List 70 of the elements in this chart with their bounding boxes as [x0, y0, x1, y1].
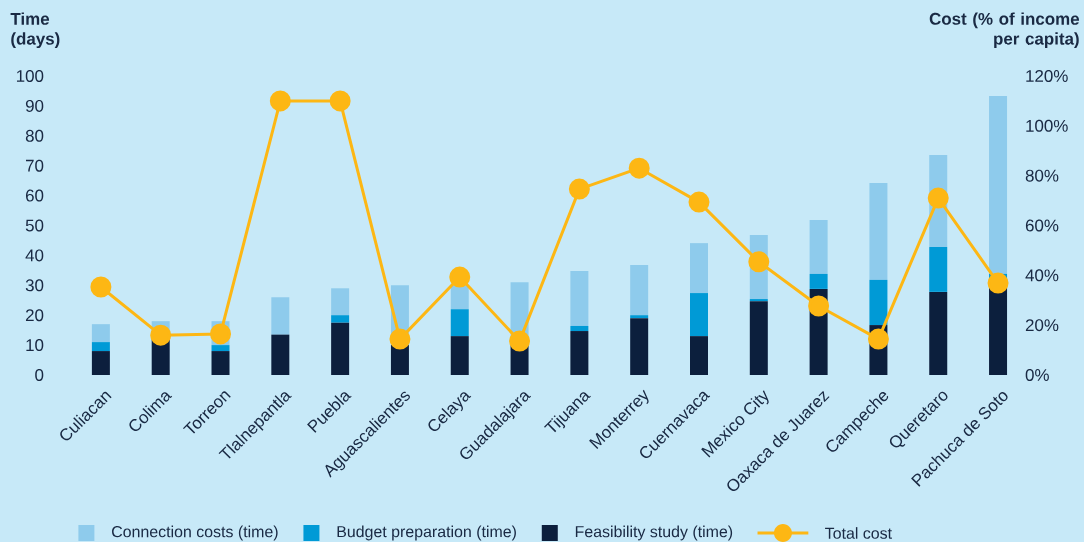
- point: [808, 295, 830, 317]
- y-tick-label: 90: [25, 99, 44, 112]
- bar: [749, 299, 768, 302]
- y2-tick-label: 100%: [1026, 119, 1068, 132]
- point: [748, 251, 770, 273]
- bar: [570, 331, 589, 375]
- y2-axis-title: Cost (% of income per capita): [929, 12, 1080, 49]
- y-tick-label: 100: [16, 70, 44, 82]
- point: [150, 324, 172, 346]
- point: [927, 187, 949, 209]
- bar: [570, 270, 589, 326]
- bar: [630, 264, 649, 316]
- y-tick-label: 60: [26, 189, 44, 202]
- bar: [91, 351, 110, 375]
- y2-tick-label: 20%: [1025, 319, 1059, 332]
- bar: [271, 334, 290, 375]
- bar: [91, 324, 110, 343]
- bar: [211, 345, 230, 352]
- bar: [331, 288, 350, 316]
- legend-label: Total cost: [825, 527, 892, 539]
- bar: [869, 183, 888, 280]
- bar: [450, 285, 469, 310]
- y-tick-label: 10: [26, 339, 44, 352]
- bar: [689, 293, 708, 337]
- bar: [331, 322, 350, 375]
- bar: [570, 325, 589, 332]
- bar: [749, 301, 768, 375]
- y-tick-label: 30: [25, 279, 44, 292]
- bar: [390, 345, 409, 375]
- point: [389, 328, 411, 350]
- bar: [869, 279, 888, 326]
- y-tick-label: 0: [35, 369, 44, 381]
- point: [329, 90, 351, 112]
- y2-tick-label: 120%: [1026, 70, 1068, 82]
- legend-label: Connection costs (time): [112, 525, 278, 541]
- bar: [929, 247, 948, 292]
- legend-label: Budget preparation (time): [337, 525, 516, 541]
- y-tick-label: 80: [25, 129, 44, 142]
- point: [987, 272, 1009, 294]
- bar: [630, 315, 649, 319]
- bar: [450, 309, 469, 337]
- bar: [271, 297, 290, 335]
- point: [269, 90, 291, 112]
- bar: [91, 342, 110, 352]
- bar: [630, 318, 649, 375]
- y-axis-title: Time (days): [10, 12, 60, 49]
- point: [449, 266, 471, 288]
- point: [867, 328, 889, 350]
- y-tick-label: 40: [25, 249, 44, 262]
- legend-label: Feasibility study (time): [575, 525, 733, 541]
- y2-tick-label: 0%: [1025, 369, 1049, 381]
- y2-tick-label: 80%: [1025, 169, 1059, 182]
- point: [688, 191, 710, 213]
- point: [509, 330, 531, 352]
- point: [628, 157, 650, 179]
- bar: [809, 273, 828, 289]
- bar: [809, 220, 828, 274]
- y-tick-label: 20: [25, 309, 44, 322]
- y-tick-label: 50: [25, 219, 44, 232]
- y2-tick-label: 40%: [1025, 269, 1059, 282]
- point: [568, 178, 590, 200]
- bar: [929, 291, 948, 375]
- point: [90, 276, 112, 298]
- bar: [211, 351, 230, 375]
- y-tick-label: 70: [26, 159, 44, 172]
- bar: [689, 243, 708, 294]
- bar: [689, 336, 708, 375]
- y2-tick-label: 60%: [1025, 219, 1059, 232]
- bar: [450, 336, 469, 375]
- bar: [331, 315, 350, 323]
